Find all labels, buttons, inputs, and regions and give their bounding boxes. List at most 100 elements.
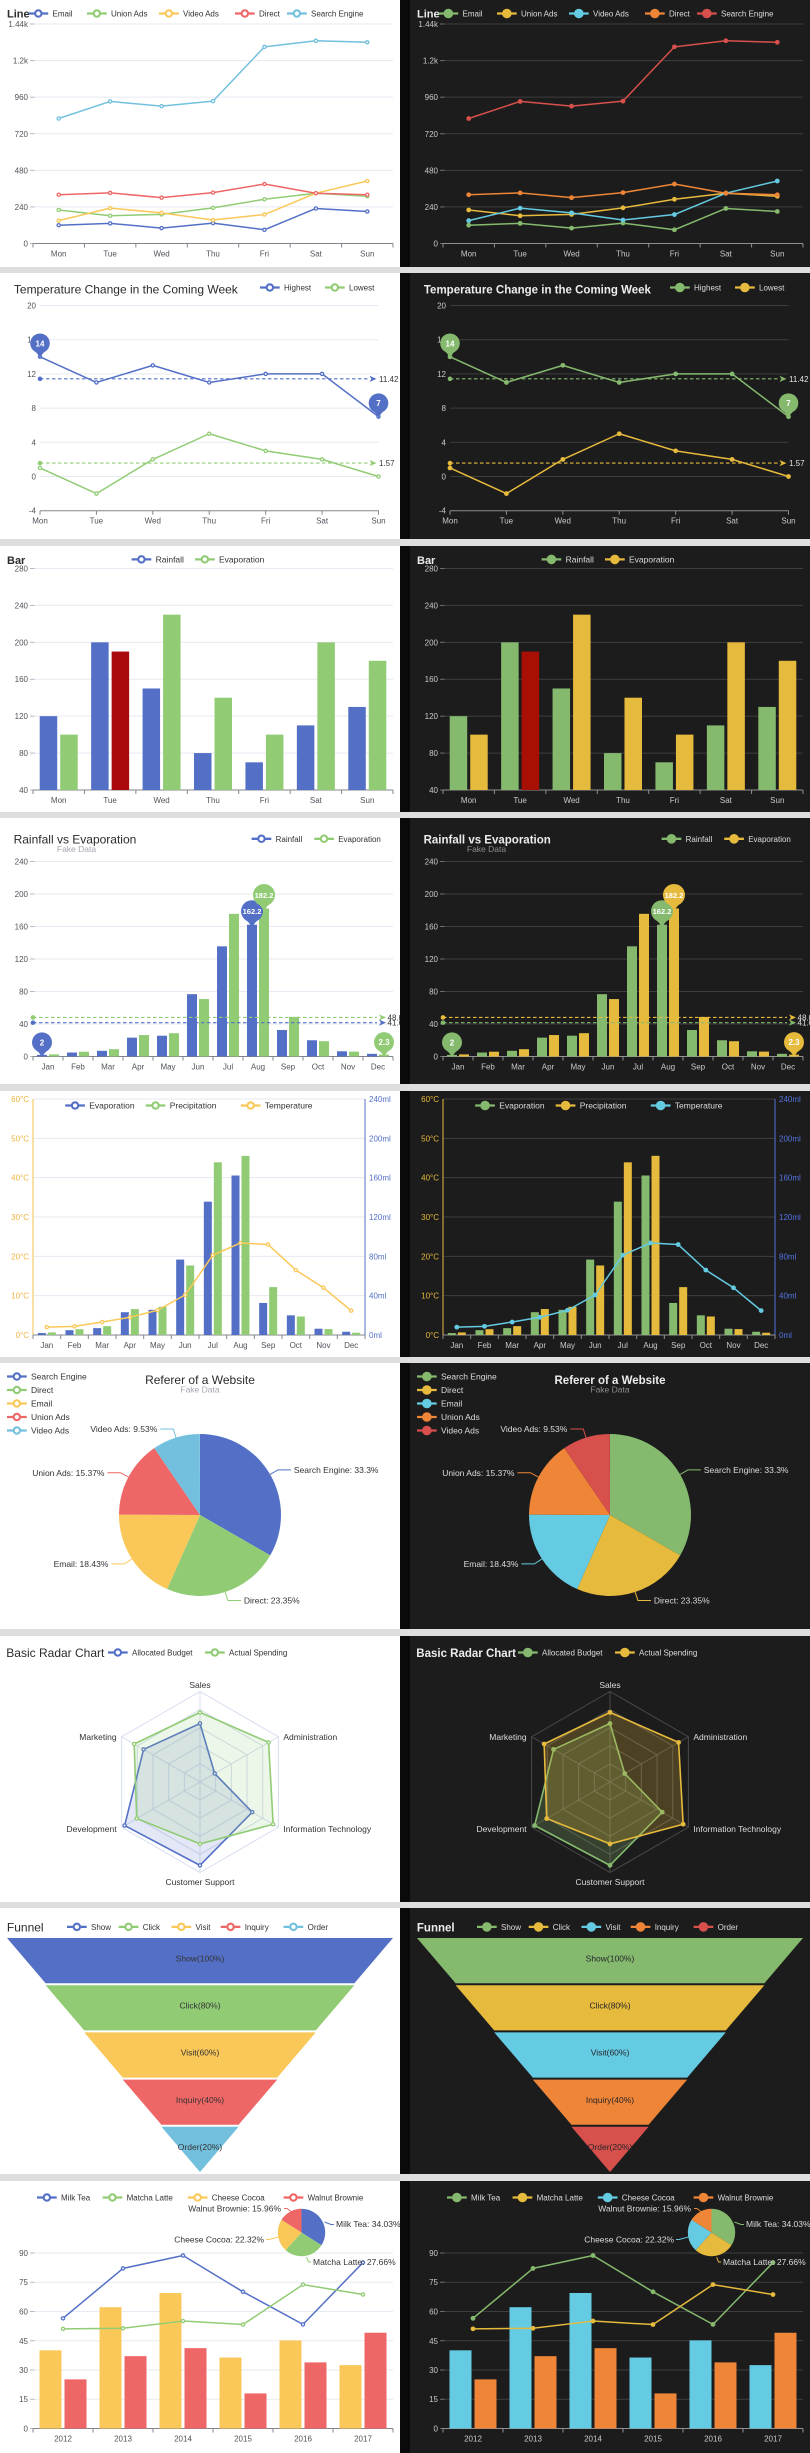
svg-text:Video Ads: 9.53%: Video Ads: 9.53% bbox=[500, 1424, 567, 1434]
svg-text:Oct: Oct bbox=[312, 1062, 325, 1071]
svg-text:Fri: Fri bbox=[670, 250, 680, 259]
svg-text:200: 200 bbox=[15, 638, 29, 647]
svg-text:90: 90 bbox=[429, 2249, 438, 2258]
svg-text:Dec: Dec bbox=[344, 1341, 358, 1350]
svg-text:80: 80 bbox=[429, 749, 438, 758]
svg-text:200ml: 200ml bbox=[779, 1134, 801, 1143]
svg-text:Sat: Sat bbox=[316, 516, 329, 525]
svg-text:1.57: 1.57 bbox=[379, 459, 395, 468]
svg-text:Matcha Latte: Matcha Latte bbox=[537, 2194, 584, 2203]
svg-text:Evaporation: Evaporation bbox=[499, 1101, 545, 1111]
svg-text:120ml: 120ml bbox=[779, 1213, 801, 1222]
svg-text:Direct: Direct bbox=[441, 1385, 464, 1395]
svg-text:Wed: Wed bbox=[145, 516, 161, 525]
svg-text:12: 12 bbox=[437, 369, 446, 378]
svg-text:240: 240 bbox=[15, 601, 29, 610]
svg-text:Order: Order bbox=[308, 1923, 329, 1932]
svg-text:Email: Email bbox=[31, 1398, 52, 1408]
svg-text:7: 7 bbox=[376, 399, 381, 408]
svg-text:Apr: Apr bbox=[132, 1062, 145, 1071]
svg-text:30: 30 bbox=[19, 2366, 28, 2375]
svg-text:Sun: Sun bbox=[770, 250, 784, 259]
svg-text:0: 0 bbox=[442, 472, 447, 481]
svg-text:75: 75 bbox=[19, 2279, 28, 2288]
svg-text:40°C: 40°C bbox=[11, 1174, 29, 1183]
svg-text:Sun: Sun bbox=[360, 796, 374, 805]
svg-text:30: 30 bbox=[429, 2366, 438, 2375]
svg-text:1.2k: 1.2k bbox=[423, 57, 439, 66]
svg-text:Lowest: Lowest bbox=[759, 283, 785, 292]
svg-text:15: 15 bbox=[19, 2396, 28, 2405]
svg-text:Jan: Jan bbox=[40, 1341, 53, 1350]
svg-text:Tue: Tue bbox=[90, 516, 104, 525]
svg-text:200: 200 bbox=[15, 890, 29, 899]
svg-text:Fake Data: Fake Data bbox=[467, 843, 506, 853]
svg-text:0: 0 bbox=[434, 1052, 439, 1061]
svg-text:0: 0 bbox=[32, 472, 37, 481]
svg-text:Sun: Sun bbox=[781, 516, 795, 525]
svg-text:Marketing: Marketing bbox=[79, 1732, 117, 1742]
svg-text:Sat: Sat bbox=[310, 796, 323, 805]
svg-text:Direct: Direct bbox=[31, 1385, 54, 1395]
svg-text:Sep: Sep bbox=[691, 1062, 706, 1071]
svg-text:Tue: Tue bbox=[103, 250, 117, 259]
svg-text:Evaporation: Evaporation bbox=[89, 1101, 135, 1111]
svg-text:60: 60 bbox=[429, 2308, 438, 2317]
svg-text:Cheese Cocoa: 22.32%: Cheese Cocoa: 22.32% bbox=[584, 2235, 674, 2245]
svg-text:Fri: Fri bbox=[670, 796, 680, 805]
svg-text:Union Ads: 15.37%: Union Ads: 15.37% bbox=[442, 1468, 515, 1478]
svg-text:Nov: Nov bbox=[341, 1062, 355, 1071]
svg-text:Sales: Sales bbox=[599, 1680, 620, 1690]
svg-text:7: 7 bbox=[786, 399, 791, 408]
svg-text:Jun: Jun bbox=[179, 1341, 192, 1350]
svg-text:Milk Tea: 34.03%: Milk Tea: 34.03% bbox=[746, 2219, 810, 2229]
svg-text:May: May bbox=[570, 1062, 585, 1071]
svg-text:Bar: Bar bbox=[417, 555, 436, 567]
svg-text:Feb: Feb bbox=[481, 1062, 495, 1071]
svg-text:Search Engine: Search Engine bbox=[31, 1371, 87, 1381]
svg-text:280: 280 bbox=[15, 565, 29, 574]
svg-text:Thu: Thu bbox=[206, 250, 220, 259]
svg-text:Click: Click bbox=[143, 1923, 161, 1932]
svg-text:40°C: 40°C bbox=[421, 1174, 439, 1183]
svg-text:Sat: Sat bbox=[310, 250, 323, 259]
svg-text:Tue: Tue bbox=[513, 796, 527, 805]
svg-text:Thu: Thu bbox=[206, 796, 220, 805]
svg-text:41.63: 41.63 bbox=[798, 1018, 810, 1027]
svg-text:Inquiry: Inquiry bbox=[245, 1923, 269, 1932]
svg-text:Fri: Fri bbox=[261, 516, 271, 525]
svg-text:Email: 18.43%: Email: 18.43% bbox=[464, 1559, 519, 1569]
svg-text:Highest: Highest bbox=[284, 283, 312, 292]
svg-text:Aug: Aug bbox=[233, 1341, 247, 1350]
svg-text:Click(80%): Click(80%) bbox=[179, 2000, 220, 2010]
svg-text:Tue: Tue bbox=[103, 796, 117, 805]
svg-text:80ml: 80ml bbox=[369, 1252, 387, 1261]
svg-text:May: May bbox=[560, 1341, 575, 1350]
svg-text:240: 240 bbox=[15, 203, 29, 212]
svg-text:Inquiry: Inquiry bbox=[655, 1923, 679, 1932]
svg-text:Thu: Thu bbox=[202, 516, 216, 525]
svg-text:Allocated Budget: Allocated Budget bbox=[542, 1649, 603, 1658]
svg-text:Milk Tea: 34.03%: Milk Tea: 34.03% bbox=[336, 2219, 400, 2229]
svg-text:Customer Support: Customer Support bbox=[576, 1877, 646, 1887]
svg-text:0: 0 bbox=[24, 2425, 29, 2434]
svg-text:Order(20%): Order(20%) bbox=[588, 2142, 633, 2152]
svg-text:182.2: 182.2 bbox=[665, 891, 684, 900]
svg-text:Mar: Mar bbox=[101, 1062, 115, 1071]
svg-text:4: 4 bbox=[442, 438, 447, 447]
svg-text:Email: Email bbox=[441, 1398, 462, 1408]
svg-text:60: 60 bbox=[19, 2308, 28, 2317]
svg-text:Matcha Latte: 27.66%: Matcha Latte: 27.66% bbox=[723, 2257, 806, 2267]
svg-text:60°C: 60°C bbox=[11, 1095, 29, 1104]
svg-text:0ml: 0ml bbox=[369, 1331, 382, 1340]
svg-text:Aug: Aug bbox=[661, 1062, 675, 1071]
svg-text:-4: -4 bbox=[29, 506, 37, 515]
svg-text:10°C: 10°C bbox=[421, 1292, 439, 1301]
svg-text:200ml: 200ml bbox=[369, 1134, 391, 1143]
svg-text:240: 240 bbox=[425, 203, 439, 212]
svg-text:120: 120 bbox=[15, 712, 29, 721]
svg-text:14: 14 bbox=[446, 339, 455, 348]
svg-text:Sep: Sep bbox=[281, 1062, 296, 1071]
svg-text:Temperature: Temperature bbox=[265, 1101, 313, 1111]
svg-text:Cheese Cocoa: Cheese Cocoa bbox=[622, 2194, 675, 2203]
